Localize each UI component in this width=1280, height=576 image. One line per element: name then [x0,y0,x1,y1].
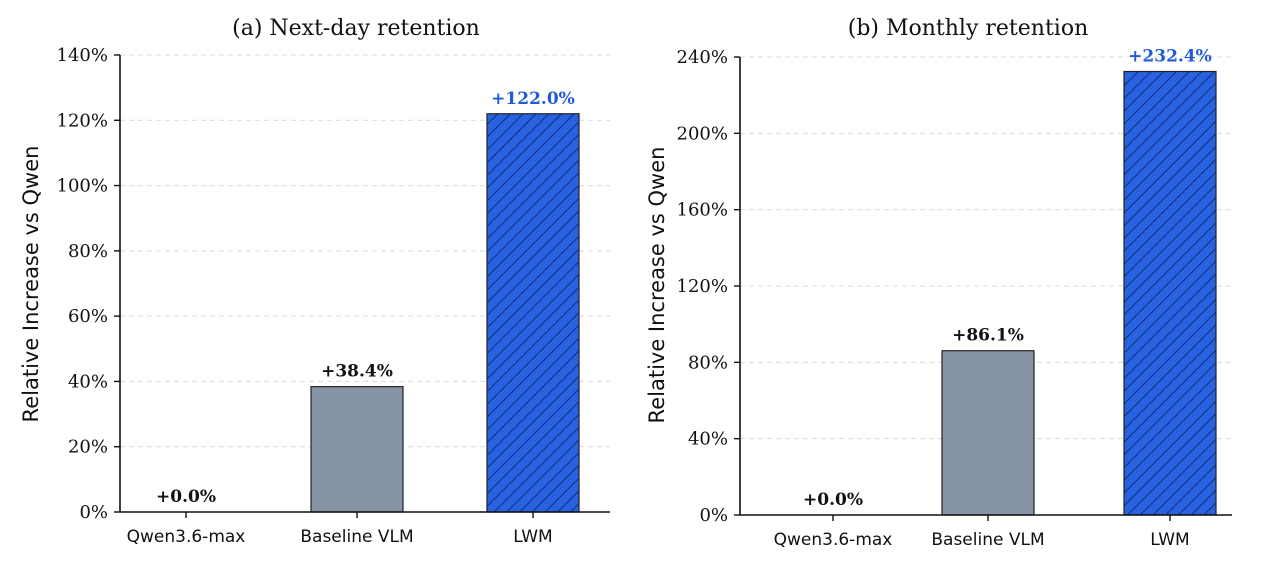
y-tick-label: 200% [677,123,728,144]
bar-baseline-vlm [941,350,1035,516]
y-tick-label: 80% [68,241,108,262]
y-axis-label: Relative Increase vs Qwen [645,147,669,424]
y-tick-label: 140% [57,45,108,66]
chart-title: (b) Monthly retention [848,16,1089,41]
data-label: +0.0% [803,490,863,510]
y-tick-label: 240% [677,47,728,68]
y-tick-label: 0% [699,505,728,526]
y-tick-label: 40% [688,429,728,450]
bar-lwm [486,113,580,513]
y-tick-label: 0% [79,502,108,523]
data-label: +232.4% [1128,47,1212,67]
data-label: +0.0% [156,487,216,507]
y-tick-label: 100% [57,176,108,197]
x-tick-label: Baseline VLM [931,530,1044,550]
y-tick-label: 60% [68,306,108,327]
x-tick-label: LWM [513,527,552,547]
y-tick-label: 160% [677,200,728,221]
y-tick-label: 20% [68,437,108,458]
y-axis-label: Relative Increase vs Qwen [19,146,43,423]
data-label: +38.4% [321,362,393,382]
x-tick-label: Qwen3.6-max [774,530,893,550]
y-tick-label: 40% [68,371,108,392]
x-tick-label: Baseline VLM [300,527,413,547]
bar-lwm [1123,70,1217,516]
y-tick-label: 120% [677,276,728,297]
chart-title: (a) Next-day retention [232,16,480,41]
x-tick-label: Qwen3.6-max [127,527,246,547]
x-tick-label: LWM [1150,530,1189,550]
data-label: +86.1% [952,326,1024,346]
bar-baseline-vlm [310,386,404,513]
panel-next-day-retention: (a) Next-day retention Relative Increase… [19,16,610,547]
panel-monthly-retention: (b) Monthly retention Relative Increase … [645,16,1232,550]
y-tick-label: 120% [57,110,108,131]
y-tick-label: 80% [688,352,728,373]
data-label: +122.0% [491,89,575,109]
